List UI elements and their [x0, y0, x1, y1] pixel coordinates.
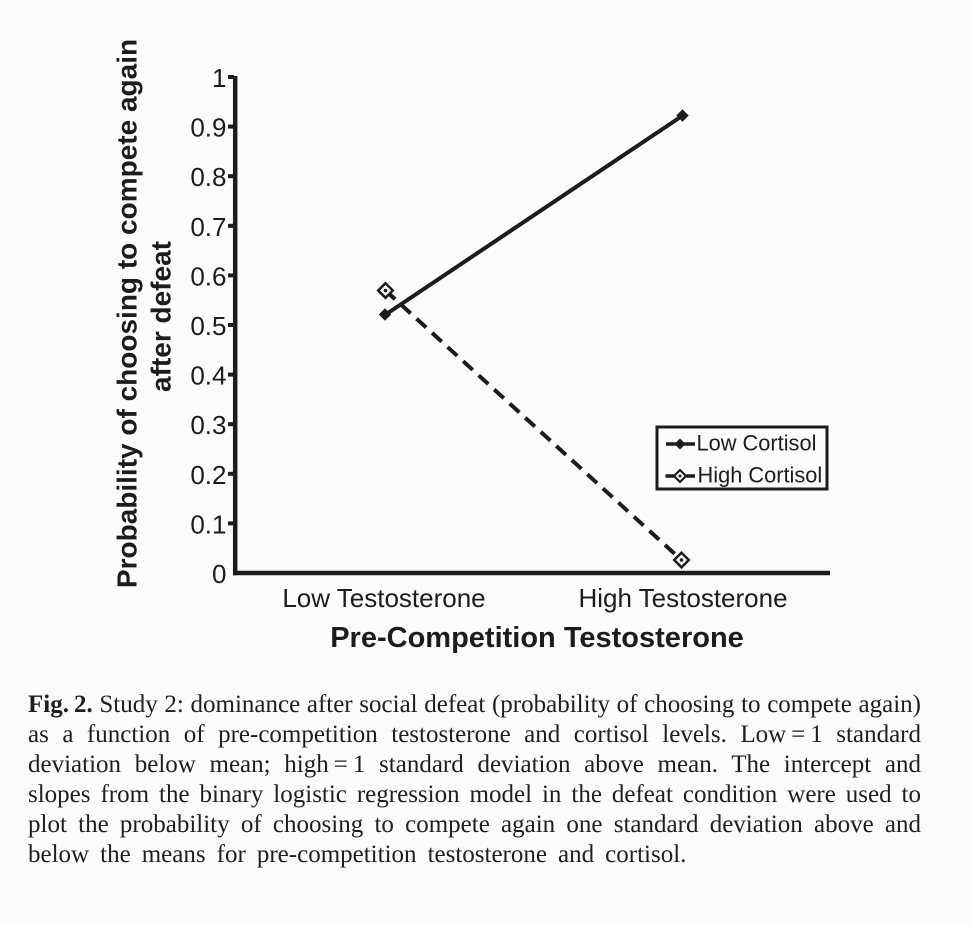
svg-text:Low Testosterone: Low Testosterone — [282, 583, 485, 613]
svg-text:0.4: 0.4 — [190, 361, 226, 391]
svg-text:Pre-Competition Testosterone: Pre-Competition Testosterone — [330, 622, 744, 654]
svg-text:0.5: 0.5 — [190, 311, 226, 341]
svg-text:High Cortisol: High Cortisol — [698, 463, 823, 488]
svg-text:0.8: 0.8 — [190, 162, 226, 192]
svg-text:0.7: 0.7 — [190, 212, 226, 242]
svg-text:0.1: 0.1 — [190, 509, 226, 539]
svg-text:Low Cortisol: Low Cortisol — [697, 431, 817, 456]
svg-text:1: 1 — [212, 63, 226, 93]
svg-text:Probability of choosing to com: Probability of choosing to compete again — [112, 39, 143, 588]
svg-text:after defeat: after defeat — [146, 241, 177, 392]
svg-text:High Testosterone: High Testosterone — [578, 583, 787, 613]
svg-text:0: 0 — [212, 559, 226, 589]
svg-text:0.9: 0.9 — [190, 113, 226, 143]
svg-text:0.3: 0.3 — [190, 410, 226, 440]
svg-text:0.6: 0.6 — [190, 261, 226, 291]
svg-text:0.2: 0.2 — [190, 460, 226, 490]
